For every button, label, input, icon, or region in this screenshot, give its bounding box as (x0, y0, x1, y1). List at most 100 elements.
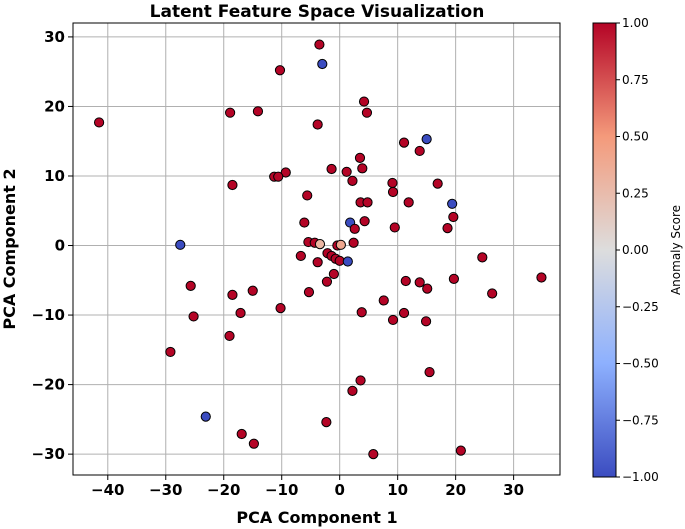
scatter-point (432, 178, 443, 189)
colorbar-tick-label: −1.00 (622, 470, 659, 484)
scatter-point (355, 375, 366, 386)
scatter-point (487, 288, 498, 299)
scatter-point (448, 211, 459, 223)
scatter-point (354, 152, 366, 164)
x-tick-label: 20 (445, 481, 466, 499)
x-axis-ticks: −40 −30 −20 −10 0 10 20 30 (91, 475, 524, 499)
x-tick-label: 10 (387, 481, 408, 499)
scatter-point (314, 39, 325, 50)
scatter-point (414, 145, 425, 157)
scatter-point (362, 197, 373, 208)
scatter-point (273, 171, 284, 182)
y-axis-ticks: −30 −20 −10 0 10 20 30 (32, 28, 73, 463)
scatter-point (299, 217, 310, 228)
plot-frame (72, 22, 561, 476)
scatter-point (414, 277, 425, 288)
scatter-point (328, 268, 339, 280)
data-points (93, 39, 547, 460)
chart-title: Latent Feature Space Visualization (150, 2, 485, 22)
y-tick-label: 30 (44, 28, 65, 46)
scatter-point (326, 163, 337, 175)
scatter-point (421, 134, 432, 145)
y-tick-label: −30 (32, 445, 65, 463)
scatter-point (422, 283, 433, 294)
scatter-point (165, 346, 176, 358)
colorbar-tick-label: 0.50 (622, 130, 649, 144)
scatter-point (224, 330, 235, 342)
scatter-point (447, 198, 458, 209)
scatter-point (200, 411, 211, 422)
scatter-point (342, 256, 353, 267)
colorbar-tick-label: 1.00 (622, 16, 649, 30)
scatter-point (348, 237, 359, 248)
scatter-point (235, 307, 246, 319)
scatter-point (536, 272, 547, 283)
scatter-point (302, 190, 313, 201)
scatter-point (312, 119, 323, 130)
x-tick-label: −40 (91, 481, 124, 499)
scatter-point (185, 280, 196, 291)
colorbar-tick-label: −0.25 (622, 300, 659, 314)
grid (73, 23, 560, 475)
scatter-point (303, 287, 315, 298)
scatter-point (398, 137, 410, 148)
colorbar-tick-label: 0.25 (622, 186, 649, 200)
colorbar-tick-label: −0.75 (622, 413, 659, 427)
scatter-point (321, 417, 332, 428)
scatter-point (275, 303, 286, 314)
x-tick-label: 0 (334, 481, 344, 499)
colorbar-tick-label: 0.75 (622, 73, 649, 87)
x-tick-label: −20 (207, 481, 240, 499)
scatter-point (361, 107, 373, 118)
colorbar-tick-label: 0.00 (622, 243, 649, 257)
scatter-point (236, 428, 247, 440)
y-tick-label: 20 (44, 97, 65, 115)
scatter-point (389, 222, 400, 233)
scatter-point (341, 166, 352, 177)
scatter-point (368, 449, 379, 460)
scatter-point (175, 239, 186, 250)
scatter-point (248, 438, 259, 449)
scatter-point (347, 385, 358, 396)
scatter-point (349, 223, 360, 234)
scatter-point (93, 117, 105, 128)
scatter-point (280, 167, 291, 178)
scatter-point (252, 106, 264, 117)
colorbar-label: Anomaly Score (669, 205, 683, 295)
scatter-point (477, 252, 488, 263)
scatter-point (247, 285, 258, 296)
scatter-point (455, 445, 466, 456)
y-tick-label: −20 (32, 376, 65, 394)
scatter-point (398, 307, 410, 319)
x-tick-label: −30 (149, 481, 182, 499)
scatter-point (314, 239, 326, 250)
scatter-point (420, 316, 432, 327)
scatter-point (335, 239, 346, 250)
y-axis-label: PCA Component 2 (0, 168, 19, 329)
scatter-point (448, 273, 460, 285)
x-tick-label: 30 (503, 481, 524, 499)
scatter-point (358, 96, 370, 107)
scatter-point (274, 65, 286, 76)
scatter-point (227, 289, 238, 300)
scatter-point (387, 186, 399, 198)
y-tick-label: 10 (44, 167, 65, 185)
colorbar (592, 22, 617, 478)
scatter-point (359, 216, 370, 227)
scatter-point (387, 177, 398, 189)
scatter-point (347, 175, 358, 186)
x-tick-label: −10 (265, 481, 298, 499)
y-tick-label: 0 (55, 237, 65, 255)
colorbar-ticks: 1.00 0.75 0.50 0.25 0.00 −0.25 −0.50 −0.75 −1.00 (616, 16, 659, 484)
x-axis-label: PCA Component 1 (236, 508, 397, 527)
scatter-point (400, 275, 411, 287)
colorbar-tick-label: −0.50 (622, 357, 659, 371)
scatter-point (225, 107, 236, 118)
scatter-point (442, 223, 453, 234)
scatter-point (312, 257, 323, 268)
scatter-point (424, 366, 435, 378)
scatter-point (356, 307, 367, 318)
scatter-point (357, 163, 368, 174)
scatter-point (387, 314, 399, 326)
